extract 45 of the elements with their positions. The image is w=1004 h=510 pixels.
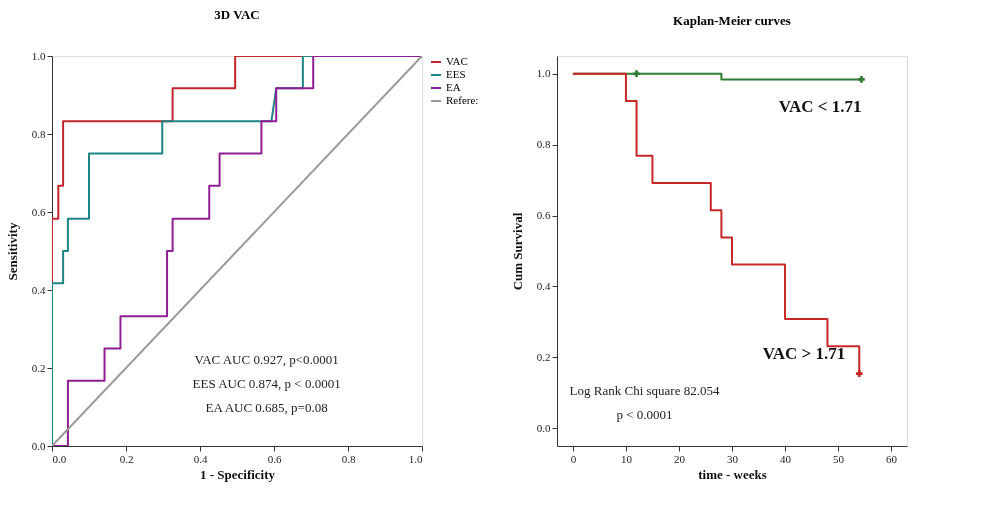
legend-label: EA xyxy=(446,81,461,93)
x-tick-label: 40 xyxy=(780,452,792,465)
y-tick-label: 0.4 xyxy=(536,279,551,292)
y-tick-label: 0.6 xyxy=(31,205,46,218)
x-axis-title: time - weeks xyxy=(698,466,767,482)
annotation: Log Rank Chi square 82.054 xyxy=(569,383,720,399)
point xyxy=(858,76,865,83)
y-tick-label: 0.4 xyxy=(31,283,46,296)
y-axis-title: Sensitivity xyxy=(4,222,20,281)
series-label: VAC < 1.71 xyxy=(778,97,862,117)
x-tick-label: 50 xyxy=(833,452,845,465)
chart-title: 3D VAC xyxy=(214,7,260,22)
annotation: p < 0.0001 xyxy=(616,407,673,423)
annotation: EES AUC 0.874, p < 0.0001 xyxy=(192,376,341,392)
x-tick-label: 0.0 xyxy=(52,452,67,465)
y-tick-label: 0.8 xyxy=(31,127,46,140)
annotation: VAC AUC 0.927, p<0.0001 xyxy=(194,352,339,368)
legend-label: EES xyxy=(446,68,466,80)
y-tick-label: 0.2 xyxy=(536,350,551,363)
y-tick-label: 0.0 xyxy=(31,439,46,452)
point xyxy=(855,370,863,378)
y-tick-label: 0.0 xyxy=(536,421,551,434)
x-tick-label: 0.6 xyxy=(267,452,282,465)
x-tick-label: 0 xyxy=(570,452,577,465)
legend-label: Refere: xyxy=(446,94,479,106)
y-tick-label: 0.8 xyxy=(536,138,551,151)
x-tick-label: 10 xyxy=(620,452,633,465)
point xyxy=(633,70,640,78)
y-axis-title: Cum Survival xyxy=(509,212,525,291)
x-tick-label: 60 xyxy=(886,452,898,465)
x-tick-label: 0.4 xyxy=(193,452,208,465)
x-tick-label: 1.0 xyxy=(408,452,423,465)
y-tick-label: 0.2 xyxy=(31,361,46,374)
x-tick-label: 0.2 xyxy=(119,452,134,465)
series-label: VAC > 1.71 xyxy=(762,343,846,363)
x-tick-label: 20 xyxy=(673,452,686,465)
x-tick-label: 0.8 xyxy=(341,452,356,465)
y-tick-label: 1.0 xyxy=(536,67,551,80)
x-axis-title: 1 - Specificity xyxy=(199,466,276,482)
x-tick-label: 30 xyxy=(727,452,739,465)
annotation: EA AUC 0.685, p=0.08 xyxy=(205,400,328,416)
y-tick-label: 0.6 xyxy=(536,209,551,222)
y-tick-label: 1.0 xyxy=(31,49,46,62)
legend-label: VAC xyxy=(446,55,468,67)
chart-title: Kaplan-Meier curves xyxy=(673,13,791,28)
